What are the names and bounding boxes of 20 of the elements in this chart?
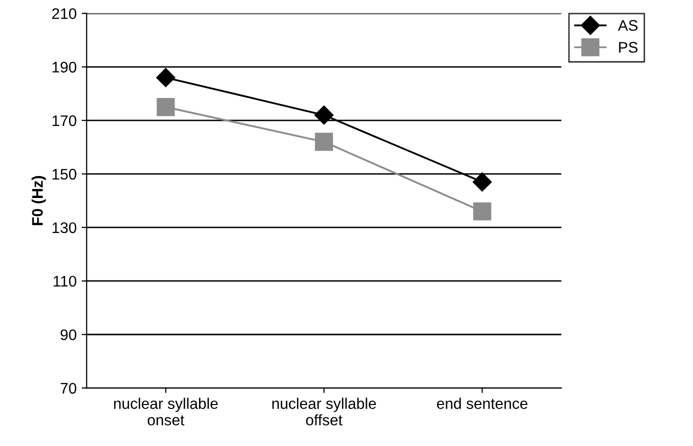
y-tick-label: 150 [52, 168, 76, 180]
point [472, 172, 492, 192]
point [314, 132, 334, 151]
legend-label: AS [618, 20, 638, 31]
y-tick-label: 170 [52, 115, 76, 126]
y-tick-label: 110 [54, 276, 76, 287]
point [314, 106, 334, 125]
point [156, 98, 175, 116]
x-tick-label: end sentence [436, 398, 528, 409]
y-axis-title: F0 (Hz) [32, 176, 46, 226]
legend-label: PS [619, 42, 638, 53]
point [156, 68, 176, 88]
y-tick-label: 130 [52, 222, 76, 234]
x-tick-label: nuclear syllable offset [272, 398, 376, 426]
y-tick-label: 210 [52, 8, 76, 20]
y-tick-label: 70 [60, 382, 76, 394]
point [473, 202, 492, 220]
x-tick-label: nuclear syllable onset [114, 398, 218, 426]
y-tick-label: 190 [52, 62, 76, 73]
y-tick-label: 90 [60, 329, 76, 340]
